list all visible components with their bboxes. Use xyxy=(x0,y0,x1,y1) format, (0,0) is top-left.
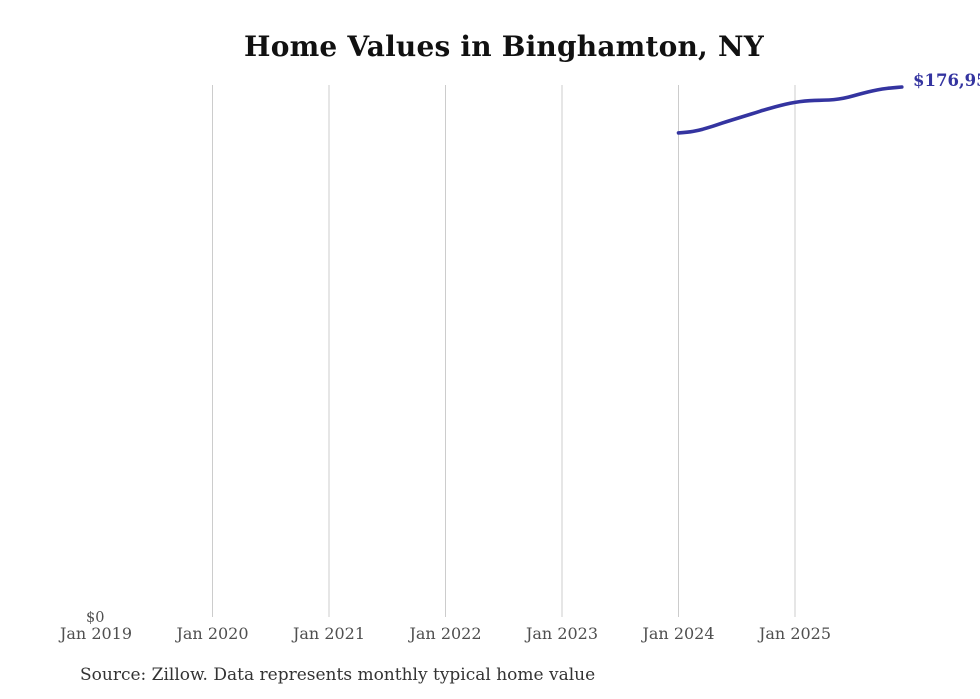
home-value-line xyxy=(676,85,904,135)
y-axis-zero-label: $0 xyxy=(86,610,105,626)
source-note: Source: Zillow. Data represents monthly … xyxy=(80,665,596,685)
x-axis-tick-label: Jan 2020 xyxy=(176,624,249,643)
latest-value-label: $176,950 xyxy=(913,71,980,90)
chart-title: Home Values in Binghamton, NY xyxy=(244,30,764,63)
x-axis-tick-label: Jan 2019 xyxy=(59,624,133,643)
x-axis-tick-label: Jan 2025 xyxy=(758,624,832,643)
x-axis-tick-label: Jan 2023 xyxy=(525,624,599,643)
x-axis-tick-label: Jan 2021 xyxy=(292,624,366,643)
x-axis-tick-label: Jan 2024 xyxy=(642,624,715,643)
x-axis-tick-label: Jan 2022 xyxy=(409,624,482,643)
